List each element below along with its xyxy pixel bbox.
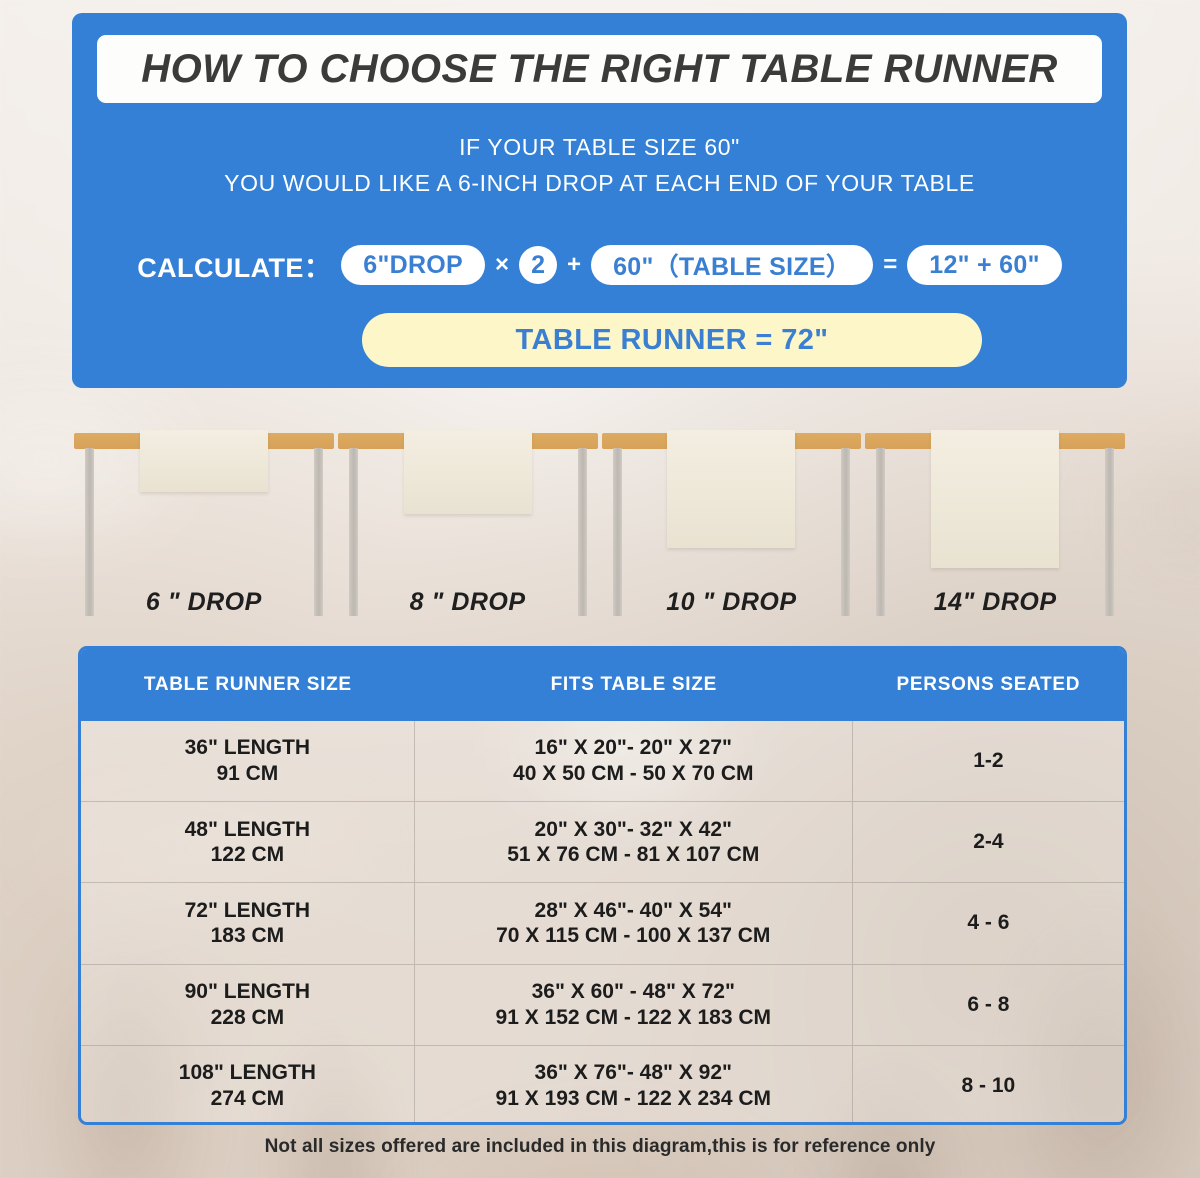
cell-runner-size: 72" LENGTH 183 CM bbox=[81, 883, 415, 964]
cell-persons-seated: 4 - 6 bbox=[853, 883, 1124, 963]
multiplier-badge: 2 bbox=[519, 246, 558, 284]
table-row: 90" LENGTH 228 CM 36" X 60" - 48" X 72" 91 … bbox=[81, 964, 1124, 1046]
table-leg-right bbox=[577, 448, 587, 616]
result-text: TABLE RUNNER = 72" bbox=[515, 323, 829, 356]
runner-size-cm: 183 CM bbox=[210, 924, 285, 948]
fits-size-inches: 16" X 20"- 20" X 27" bbox=[534, 736, 732, 760]
cell-fits-table-size: 36" X 76"- 48" X 92" 91 X 193 CM - 122 X … bbox=[415, 1045, 853, 1122]
drop-label: 6 " DROP bbox=[145, 588, 262, 616]
table-row: 36" LENGTH 91 CM 16" X 20"- 20" X 27" 40 X … bbox=[81, 721, 1124, 803]
column-header-fits-table: FITS TABLE SIZE bbox=[550, 674, 717, 695]
cell-fits-table-size: 20" X 30"- 32" X 42" 51 X 76 CM - 81 X 10… bbox=[415, 802, 853, 883]
drop-illustration: 8 " DROP bbox=[336, 420, 600, 635]
drop-illustration: 6 " DROP bbox=[72, 420, 336, 635]
multiply-sign: × bbox=[495, 251, 510, 278]
cell-fits-table-size: 28" X 46"- 40" X 54" 70 X 115 CM - 100 X … bbox=[415, 883, 853, 964]
persons-seated-value: 4 - 6 bbox=[967, 911, 1010, 935]
cell-persons-seated: 1-2 bbox=[853, 721, 1124, 801]
cell-persons-seated: 2-4 bbox=[853, 802, 1124, 882]
table-top-right bbox=[515, 433, 598, 449]
footnote: Not all sizes offered are included in th… bbox=[264, 1136, 936, 1157]
table-top-left bbox=[337, 433, 420, 449]
table-runner-cloth bbox=[931, 430, 1060, 568]
table-leg-right bbox=[313, 448, 323, 616]
fits-size-inches: 36" X 60" - 48" X 72" bbox=[531, 980, 735, 1004]
fits-size-cm: 91 X 193 CM - 122 X 234 CM bbox=[495, 1086, 772, 1110]
table-top-left bbox=[74, 433, 156, 449]
plus-sign: + bbox=[567, 251, 582, 278]
result-pill: TABLE RUNNER = 72" bbox=[362, 313, 982, 367]
drop-illustration: 10 " DROP bbox=[600, 420, 864, 635]
fits-size-inches: 36" X 76"- 48" X 92" bbox=[534, 1061, 732, 1085]
drop-illustrations: 6 " DROP 8 " DROP 10 " DROP 14" DROP bbox=[72, 420, 1127, 635]
cell-persons-seated: 6 - 8 bbox=[853, 965, 1124, 1045]
title-box: HOW TO CHOOSE THE RIGHT TABLE RUNNER bbox=[97, 35, 1102, 103]
page-title: HOW TO CHOOSE THE RIGHT TABLE RUNNER bbox=[141, 46, 1058, 91]
drop-pill: 6"DROP bbox=[341, 245, 486, 285]
cell-runner-size: 48" LENGTH 122 CM bbox=[81, 802, 415, 883]
calculator-panel: HOW TO CHOOSE THE RIGHT TABLE RUNNER IF … bbox=[72, 13, 1127, 388]
fits-size-cm: 40 X 50 CM - 50 X 70 CM bbox=[513, 762, 754, 786]
runner-size-cm: 122 CM bbox=[210, 843, 285, 867]
table-runner-cloth bbox=[667, 430, 796, 548]
cell-runner-size: 90" LENGTH 228 CM bbox=[81, 964, 415, 1045]
fits-size-cm: 70 X 115 CM - 100 X 137 CM bbox=[496, 924, 771, 948]
runner-size-inches: 72" LENGTH bbox=[184, 898, 311, 922]
subtitle-line-1: IF YOUR TABLE SIZE 60" bbox=[459, 134, 740, 160]
table-leg-left bbox=[612, 448, 622, 616]
table-leg-right bbox=[841, 448, 851, 616]
table-leg-left bbox=[876, 448, 886, 616]
table-top-left bbox=[601, 433, 684, 449]
fits-size-inches: 28" X 46"- 40" X 54" bbox=[534, 898, 732, 922]
sum-pill: 12" + 60" bbox=[907, 245, 1062, 285]
runner-size-cm: 228 CM bbox=[210, 1005, 285, 1029]
cell-fits-table-size: 16" X 20"- 20" X 27" 40 X 50 CM - 50 X 70… bbox=[415, 721, 853, 802]
persons-seated-value: 1-2 bbox=[973, 749, 1004, 773]
runner-size-inches: 48" LENGTH bbox=[184, 817, 311, 841]
table-body: 36" LENGTH 91 CM 16" X 20"- 20" X 27" 40 X … bbox=[81, 721, 1124, 1122]
column-header-runner-size: TABLE RUNNER SIZE bbox=[143, 674, 352, 695]
table-row: 72" LENGTH 183 CM 28" X 46"- 40" X 54" 70 X… bbox=[81, 883, 1124, 965]
cell-fits-table-size: 36" X 60" - 48" X 72" 91 X 152 CM - 122 X… bbox=[415, 964, 853, 1045]
cell-runner-size: 36" LENGTH 91 CM bbox=[81, 721, 415, 802]
calculation-row: CALCULATE： 6"DROP × 2 + 60"（TABLE SIZE） … bbox=[72, 245, 1127, 285]
table-runner-cloth bbox=[139, 430, 268, 492]
runner-size-inches: 36" LENGTH bbox=[184, 736, 311, 760]
cell-runner-size: 108" LENGTH 274 CM bbox=[81, 1045, 415, 1122]
equals-sign: = bbox=[883, 251, 898, 278]
calculate-label: CALCULATE： bbox=[137, 252, 332, 283]
table-row: 48" LENGTH 122 CM 20" X 30"- 32" X 42" 51 X… bbox=[81, 802, 1124, 884]
fits-size-inches: 20" X 30"- 32" X 42" bbox=[534, 817, 732, 841]
fits-size-cm: 51 X 76 CM - 81 X 107 CM bbox=[507, 843, 760, 867]
runner-size-cm: 91 CM bbox=[216, 762, 279, 786]
runner-size-cm: 274 CM bbox=[210, 1086, 285, 1110]
size-chart-table: TABLE RUNNER SIZE FITS TABLE SIZE PERSON… bbox=[78, 646, 1127, 1125]
runner-size-inches: 108" LENGTH bbox=[178, 1061, 316, 1085]
persons-seated-value: 2-4 bbox=[973, 830, 1004, 854]
table-leg-left bbox=[85, 448, 94, 616]
runner-size-inches: 90" LENGTH bbox=[184, 980, 311, 1004]
subtitle-line-2: YOU WOULD LIKE A 6-INCH DROP AT EACH END… bbox=[224, 170, 975, 196]
persons-seated-value: 8 - 10 bbox=[961, 1073, 1016, 1097]
drop-label: 8 " DROP bbox=[409, 588, 526, 616]
drop-illustration: 14" DROP bbox=[863, 420, 1127, 635]
table-row: 108" LENGTH 274 CM 36" X 76"- 48" X 92" 91 … bbox=[81, 1045, 1124, 1122]
table-top-right bbox=[779, 433, 862, 449]
table-leg-right bbox=[1105, 448, 1114, 616]
table-top-right bbox=[1043, 433, 1125, 449]
table-size-pill: 60"（TABLE SIZE） bbox=[591, 245, 874, 285]
table-runner-cloth bbox=[403, 430, 532, 514]
cell-persons-seated: 8 - 10 bbox=[853, 1046, 1124, 1122]
table-top-right bbox=[251, 433, 334, 449]
fits-size-cm: 91 X 152 CM - 122 X 183 CM bbox=[495, 1005, 772, 1029]
table-top-left bbox=[865, 433, 948, 449]
column-header-persons: PERSONS SEATED bbox=[896, 674, 1081, 695]
drop-label: 14" DROP bbox=[933, 588, 1057, 616]
drop-label: 10 " DROP bbox=[666, 588, 797, 616]
persons-seated-value: 6 - 8 bbox=[967, 992, 1010, 1016]
table-leg-left bbox=[348, 448, 358, 616]
table-header-row: TABLE RUNNER SIZE FITS TABLE SIZE PERSON… bbox=[81, 649, 1124, 721]
